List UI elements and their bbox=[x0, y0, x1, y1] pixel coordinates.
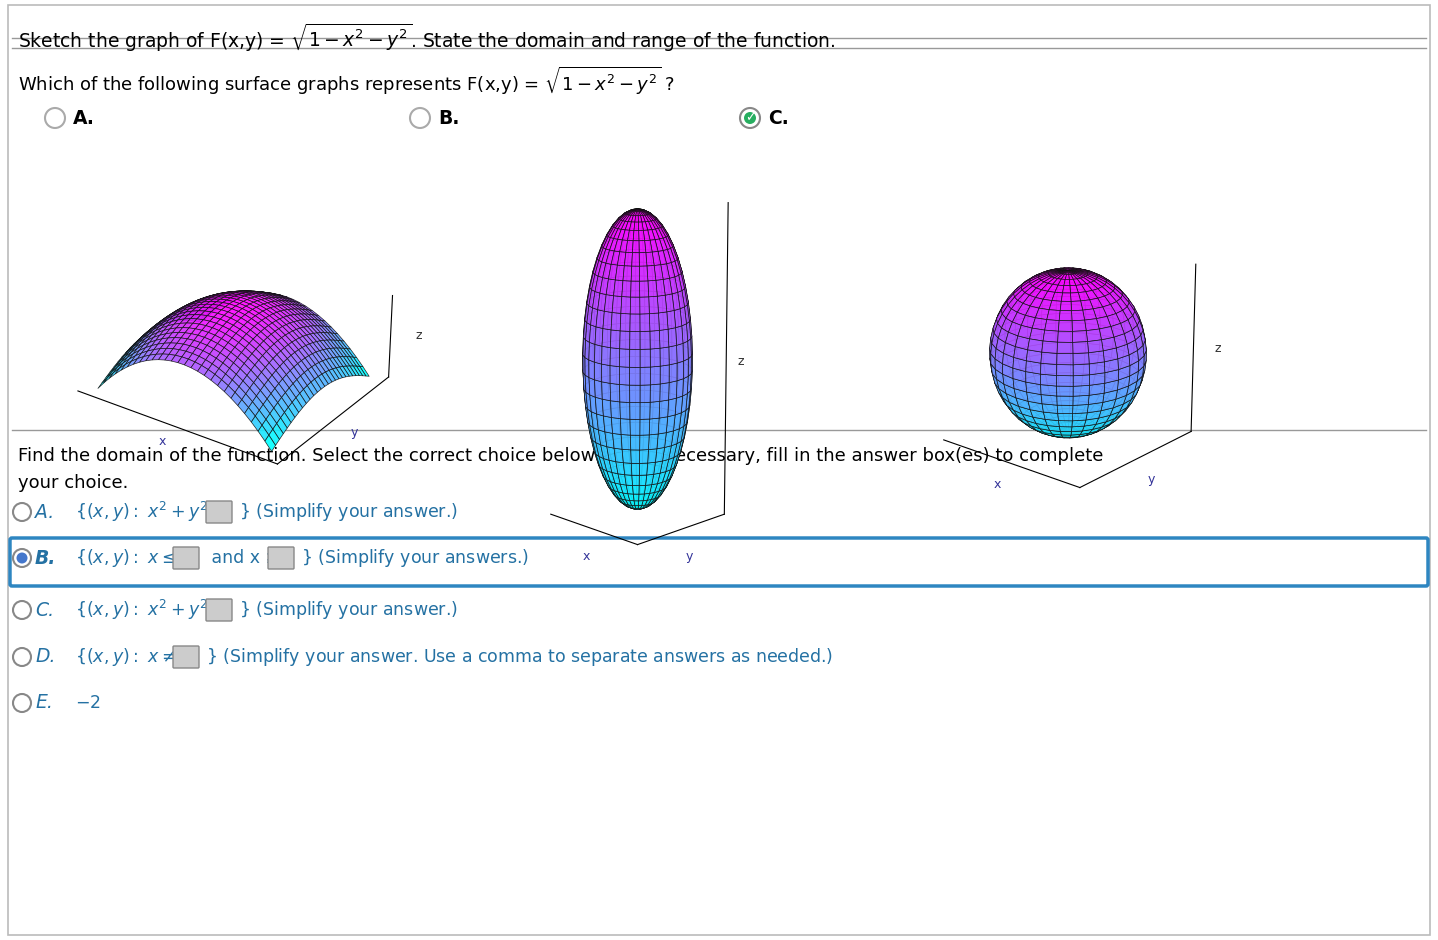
Text: ✓: ✓ bbox=[745, 112, 755, 124]
Text: Find the domain of the function. Select the correct choice below and, if necessa: Find the domain of the function. Select … bbox=[19, 447, 1103, 465]
Text: E.: E. bbox=[35, 694, 53, 713]
Text: Which of the following surface graphs represents F(x,y) = $\sqrt{1-x^2-y^2}$ ?: Which of the following surface graphs re… bbox=[19, 65, 674, 98]
Text: $-2$: $-2$ bbox=[75, 694, 101, 712]
Circle shape bbox=[410, 108, 430, 128]
Text: $\}$ (Simplify your answers.): $\}$ (Simplify your answers.) bbox=[301, 547, 529, 569]
Text: C.: C. bbox=[768, 108, 789, 128]
FancyBboxPatch shape bbox=[206, 599, 232, 621]
Circle shape bbox=[13, 601, 32, 619]
Text: $\{(x,y):\ x \leq$: $\{(x,y):\ x \leq$ bbox=[75, 547, 175, 569]
FancyBboxPatch shape bbox=[206, 501, 232, 523]
Y-axis label: y: y bbox=[351, 426, 358, 439]
Text: $\}$ (Simplify your answer.): $\}$ (Simplify your answer.) bbox=[239, 599, 457, 621]
X-axis label: x: x bbox=[582, 550, 590, 563]
Text: $\{(x,y):\ x^2+y^2 \leq$: $\{(x,y):\ x^2+y^2 \leq$ bbox=[75, 500, 226, 525]
Text: Sketch the graph of F(x,y) = $\sqrt{1-x^2-y^2}$. State the domain and range of t: Sketch the graph of F(x,y) = $\sqrt{1-x^… bbox=[19, 22, 835, 55]
Text: B.: B. bbox=[35, 549, 56, 568]
FancyBboxPatch shape bbox=[10, 538, 1428, 586]
FancyBboxPatch shape bbox=[267, 547, 293, 569]
FancyBboxPatch shape bbox=[173, 646, 198, 668]
X-axis label: x: x bbox=[158, 435, 167, 448]
Circle shape bbox=[13, 549, 32, 567]
Y-axis label: y: y bbox=[1148, 473, 1155, 486]
Text: $\{(x,y):\ x^2+y^2 \geq$: $\{(x,y):\ x^2+y^2 \geq$ bbox=[75, 598, 226, 622]
Circle shape bbox=[45, 108, 65, 128]
Circle shape bbox=[743, 112, 756, 124]
Text: D.: D. bbox=[35, 648, 56, 666]
Text: your choice.: your choice. bbox=[19, 474, 128, 492]
Circle shape bbox=[13, 648, 32, 666]
FancyBboxPatch shape bbox=[173, 547, 198, 569]
Text: B.: B. bbox=[439, 108, 459, 128]
Text: A.: A. bbox=[73, 108, 95, 128]
Text: A.: A. bbox=[35, 503, 55, 522]
Text: $\}$ (Simplify your answer. Use a comma to separate answers as needed.): $\}$ (Simplify your answer. Use a comma … bbox=[206, 646, 833, 668]
Y-axis label: y: y bbox=[686, 550, 693, 563]
Text: and x ≥: and x ≥ bbox=[206, 549, 286, 567]
X-axis label: x: x bbox=[994, 478, 1001, 492]
Text: $\{(x,y):\ x \neq$: $\{(x,y):\ x \neq$ bbox=[75, 646, 175, 668]
Circle shape bbox=[16, 553, 27, 563]
Circle shape bbox=[13, 694, 32, 712]
Text: C.: C. bbox=[35, 601, 55, 619]
Circle shape bbox=[741, 108, 761, 128]
Text: $\}$ (Simplify your answer.): $\}$ (Simplify your answer.) bbox=[239, 501, 457, 523]
Circle shape bbox=[13, 503, 32, 521]
